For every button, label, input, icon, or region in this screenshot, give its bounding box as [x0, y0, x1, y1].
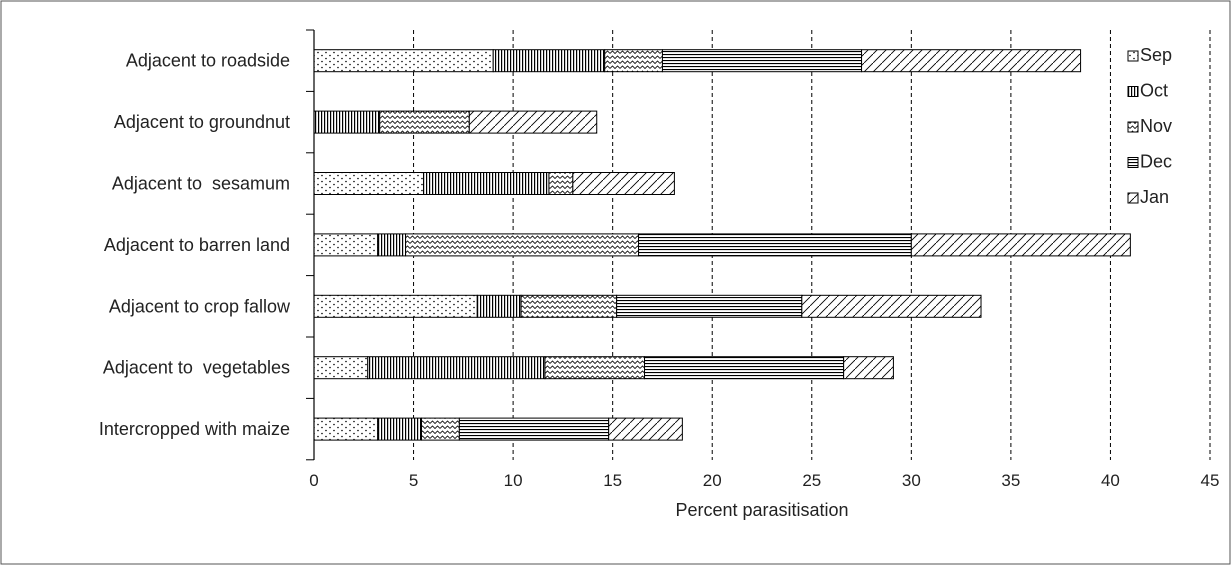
- legend-label-oct: Oct: [1140, 81, 1168, 101]
- grid-lines: [413, 30, 1211, 460]
- category-label: Intercropped with maize: [99, 419, 290, 439]
- bar-segment-oct: [423, 172, 550, 195]
- legend-swatch-nov: [1127, 121, 1139, 133]
- bar-segment-oct: [313, 110, 381, 134]
- category-label: Adjacent to roadside: [126, 51, 290, 71]
- legend-swatch-sep: [1127, 50, 1139, 62]
- bar-segment-nov: [604, 49, 663, 73]
- x-tick-label: 25: [802, 471, 821, 490]
- bar-segment-sep: [313, 49, 494, 73]
- bar-segment-dec: [638, 233, 912, 257]
- bar-segment-nov: [379, 110, 470, 134]
- bar-segment-dec: [644, 356, 845, 380]
- bar-segment-oct: [492, 49, 606, 73]
- bar-segment-sep: [313, 356, 369, 380]
- bar-segment-oct: [476, 294, 522, 318]
- x-tick-label: 15: [603, 471, 622, 490]
- bars: [313, 49, 1131, 441]
- bar-segment-nov: [548, 172, 574, 195]
- x-tick-label: 40: [1101, 471, 1120, 490]
- bar-segment-nov: [544, 356, 646, 380]
- bar-segment-jan: [801, 294, 982, 318]
- legend-label-jan: Jan: [1140, 187, 1169, 207]
- legend-swatch-dec: [1127, 157, 1139, 168]
- x-tick-label: 45: [1201, 471, 1220, 490]
- bar-segment-jan: [910, 233, 1131, 257]
- bar-segment-jan: [608, 417, 683, 441]
- bar-segment-oct: [377, 233, 407, 257]
- bar-segment-nov: [421, 417, 460, 441]
- bar-segment-sep: [313, 417, 379, 441]
- x-tick-label: 30: [902, 471, 921, 490]
- category-label: Adjacent to crop fallow: [109, 296, 291, 316]
- bar-segment-nov: [520, 294, 618, 318]
- bar-segment-dec: [616, 294, 803, 318]
- legend: Sep Oct Nov Dec Jan: [1127, 45, 1172, 207]
- x-axis-title: Percent parasitisation: [675, 500, 848, 520]
- legend-swatch-oct: [1127, 86, 1139, 97]
- bar-segment-sep: [313, 294, 478, 318]
- x-tick-label: 20: [703, 471, 722, 490]
- legend-label-nov: Nov: [1140, 116, 1172, 136]
- x-tick-label: 35: [1001, 471, 1020, 490]
- category-label: Adjacent to barren land: [104, 235, 290, 255]
- x-tick-label: 5: [409, 471, 418, 490]
- legend-label-sep: Sep: [1140, 45, 1172, 65]
- bar-segment-jan: [468, 110, 598, 134]
- x-tick-label: 10: [504, 471, 523, 490]
- bar-segment-oct: [377, 417, 423, 441]
- axis-labels: 0 5 10 15 20 25 30 35 40 45 Adjacent to roadside Ad…: [99, 51, 1220, 520]
- category-label: Adjacent to groundnut: [114, 112, 290, 132]
- bar-segment-oct: [367, 356, 546, 380]
- bar-segment-dec: [458, 417, 610, 441]
- category-label: Adjacent to vegetables: [103, 358, 290, 378]
- bar-segment-jan: [861, 49, 1082, 73]
- bar-segment-sep: [313, 233, 379, 257]
- legend-label-dec: Dec: [1140, 152, 1172, 172]
- bar-segment-nov: [405, 233, 640, 257]
- legend-swatch-jan: [1127, 192, 1139, 204]
- bar-segment-jan: [843, 356, 894, 380]
- x-tick-label: 0: [309, 471, 318, 490]
- bar-segment-jan: [572, 172, 675, 195]
- category-label: Adjacent to sesamum: [112, 174, 290, 194]
- bar-segment-sep: [313, 172, 425, 195]
- bar-segment-dec: [661, 49, 863, 73]
